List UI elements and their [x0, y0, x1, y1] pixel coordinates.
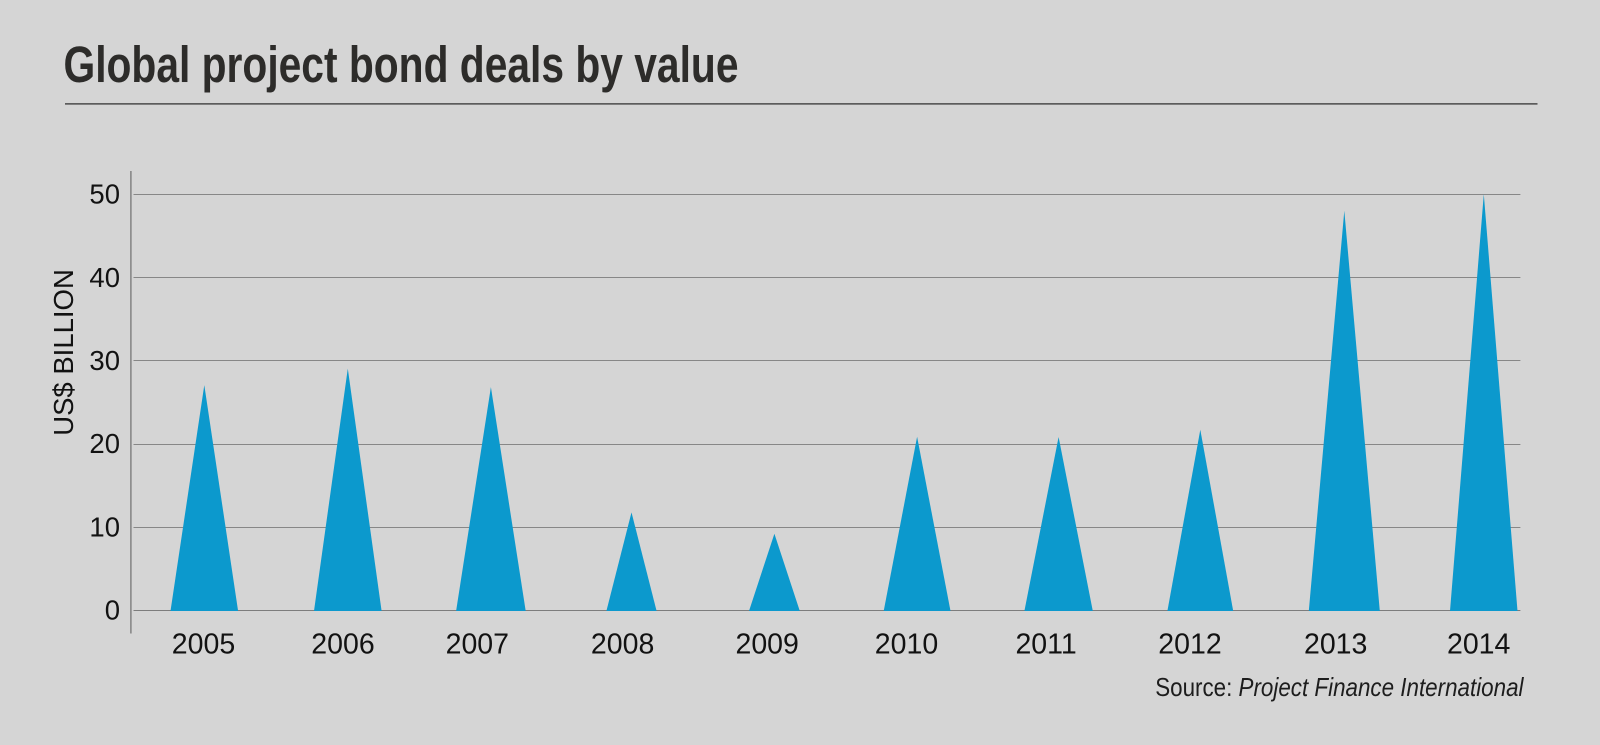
svg-text:2006: 2006 — [311, 629, 374, 661]
svg-text:Global project bond deals by v: Global project bond deals by value — [64, 36, 739, 93]
svg-text:US$ BILLION: US$ BILLION — [48, 269, 79, 436]
svg-text:20: 20 — [89, 428, 120, 459]
svg-text:2007: 2007 — [446, 629, 509, 661]
svg-text:2013: 2013 — [1304, 629, 1367, 661]
svg-text:2014: 2014 — [1447, 629, 1511, 661]
svg-text:0: 0 — [105, 595, 120, 626]
svg-text:2011: 2011 — [1015, 629, 1076, 661]
svg-text:2009: 2009 — [735, 629, 798, 661]
svg-text:2008: 2008 — [591, 629, 654, 661]
svg-text:40: 40 — [89, 262, 120, 293]
svg-text:10: 10 — [89, 511, 120, 542]
svg-text:2005: 2005 — [172, 629, 235, 661]
svg-text:30: 30 — [89, 345, 120, 376]
svg-text:50: 50 — [89, 179, 120, 210]
svg-text:2010: 2010 — [875, 629, 938, 661]
svg-text:2012: 2012 — [1158, 629, 1221, 661]
svg-text:Source: Project Finance Intern: Source: Project Finance International — [1155, 673, 1524, 702]
